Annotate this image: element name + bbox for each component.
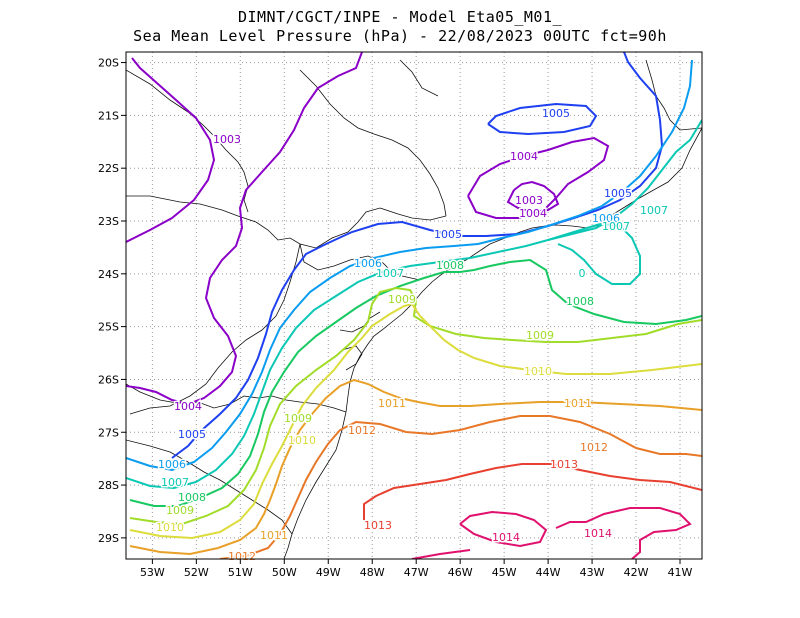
y-tick-label: 21S — [98, 109, 119, 122]
x-tick-label: 45W — [492, 566, 517, 579]
contour-label-1013: 1013 — [550, 458, 578, 471]
isobars — [126, 52, 702, 559]
contour-label-1010: 1010 — [524, 365, 552, 378]
y-tick-label: 20S — [98, 57, 119, 70]
y-tick-label: 26S — [98, 373, 119, 386]
isobar-1007-east — [547, 222, 641, 285]
contour-label-1012: 1012 — [580, 441, 608, 454]
axis-tick-labels: 53W 52W 51W 50W 49W 48W 47W 46W 45W 44W 43W 42W 41W 2… — [98, 57, 693, 579]
contour-label-1007: 1007 — [376, 267, 404, 280]
contour-label-1005: 1005 — [542, 107, 570, 120]
x-tick-label: 52W — [184, 566, 209, 579]
y-tick-label: 25S — [98, 321, 119, 334]
contour-label-1009: 1009 — [166, 504, 194, 517]
isobar-1014-c — [411, 549, 471, 559]
map-title-line-1: DIMNT/CGCT/INPE - Model Eta05_M01_ — [237, 8, 563, 26]
axis-ticks — [121, 62, 681, 564]
isobar-1014-a — [459, 510, 548, 548]
contour-label-1012: 1012 — [228, 550, 256, 563]
y-tick-label: 28S — [98, 479, 119, 492]
y-tick-label: 27S — [98, 426, 119, 439]
contour-label-1003: 1003 — [213, 133, 241, 146]
contour-label-1011: 1011 — [260, 529, 288, 542]
contour-label-1009: 1009 — [526, 329, 554, 342]
contour-labels: 1003100310041004100410051005100510051006… — [155, 106, 670, 565]
contour-label-1007: 0 — [579, 267, 586, 280]
contour-label-1010: 1010 — [156, 521, 184, 534]
contour-label-1006: 1006 — [158, 458, 186, 471]
contour-label-1005: 1005 — [178, 428, 206, 441]
contour-label-1009: 1009 — [284, 412, 312, 425]
isobar-1004-sea — [467, 136, 610, 219]
x-tick-label: 47W — [404, 566, 429, 579]
isobar-1005-sea — [487, 102, 598, 136]
isobar-1007 — [126, 119, 702, 490]
contour-label-1014: 1014 — [492, 531, 520, 544]
x-tick-label: 44W — [536, 566, 561, 579]
contour-label-1014: 1014 — [584, 527, 612, 540]
contour-label-1005: 1005 — [604, 187, 632, 200]
y-tick-label: 29S — [98, 532, 119, 545]
y-tick-label: 22S — [98, 162, 119, 175]
contour-label-1006: 1006 — [354, 257, 382, 270]
x-tick-label: 51W — [228, 566, 253, 579]
map-frame — [125, 51, 703, 560]
isobar-1013 — [363, 463, 702, 520]
map-grid — [126, 52, 702, 559]
x-tick-label: 42W — [624, 566, 649, 579]
isobar-1006 — [126, 59, 693, 472]
isobar-1014-b — [555, 507, 692, 559]
isobar-1012 — [219, 415, 702, 559]
contour-label-1004: 1004 — [519, 207, 547, 220]
x-tick-label: 46W — [448, 566, 473, 579]
contour-label-1006: 1006 — [592, 212, 620, 225]
x-tick-label: 50W — [272, 566, 297, 579]
contour-label-1004: 1004 — [174, 400, 202, 413]
contour-label-1011: 1011 — [378, 397, 406, 410]
contour-label-1007: 1007 — [602, 220, 630, 233]
contour-label-1009: 1009 — [388, 293, 416, 306]
map-title-line-2: Sea Mean Level Pressure (hPa) - 22/08/20… — [133, 27, 667, 45]
x-tick-label: 48W — [360, 566, 385, 579]
y-tick-label: 24S — [98, 268, 119, 281]
isobar-1009 — [129, 286, 702, 526]
contour-label-1010: 1010 — [288, 434, 316, 447]
x-tick-label: 53W — [140, 566, 165, 579]
contour-label-1007: 1007 — [161, 476, 189, 489]
isobar-1004-west — [126, 52, 363, 406]
contour-label-1007: 1007 — [640, 204, 668, 217]
contour-label-1008: 1008 — [436, 259, 464, 272]
isobar-1011 — [129, 378, 702, 556]
contour-label-1004: 1004 — [510, 150, 538, 163]
isobar-1003-sea — [506, 180, 560, 214]
contour-label-1011: 1011 — [564, 397, 592, 410]
y-tick-label: 23S — [98, 215, 119, 228]
x-tick-label: 41W — [668, 566, 693, 579]
contour-label-1008: 1008 — [178, 491, 206, 504]
x-tick-label: 49W — [316, 566, 341, 579]
isobar-1003-west — [126, 57, 216, 243]
contour-label-1005: 1005 — [434, 228, 462, 241]
contour-label-1008: 1008 — [566, 295, 594, 308]
contour-label-1003: 1003 — [515, 194, 543, 207]
isobar-1010 — [129, 302, 702, 540]
contour-label-1012: 1012 — [348, 424, 376, 437]
x-tick-label: 43W — [580, 566, 605, 579]
contour-label-1013: 1013 — [364, 519, 392, 532]
